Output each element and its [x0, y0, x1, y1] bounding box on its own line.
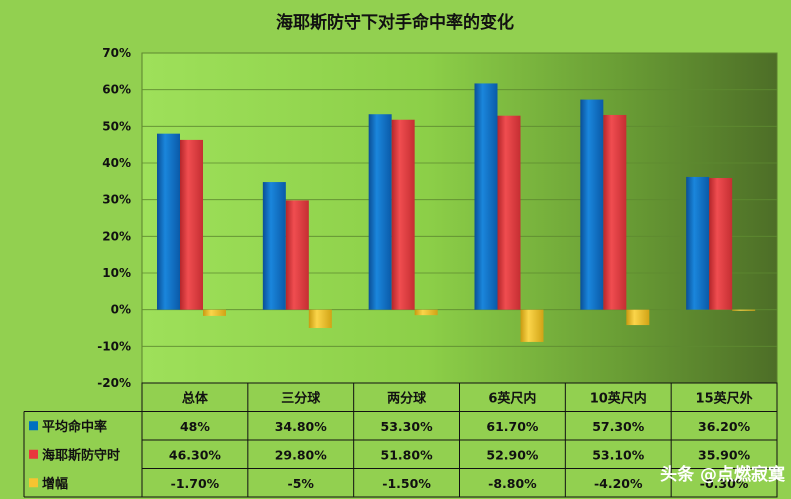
bar-2-3 [391, 119, 415, 310]
y-tick-label: 40% [102, 156, 131, 170]
chart-title: 海耶斯防守下对手命中率的变化 [276, 12, 514, 33]
data-label: -4.20% [594, 476, 643, 491]
data-label: -5% [288, 476, 315, 491]
data-label: -1.50% [382, 476, 431, 491]
data-label: 34.80% [275, 419, 328, 434]
data-label: 29.80% [275, 447, 328, 462]
bar-2-6 [709, 178, 733, 310]
bar-2-1 [180, 139, 203, 310]
bar-2-2 [285, 200, 309, 310]
bar-1-4 [474, 83, 498, 310]
bar-1-5 [580, 99, 604, 310]
bar-1-1 [157, 133, 180, 310]
bar-3-5 [626, 309, 650, 326]
data-label: 57.30% [592, 419, 645, 434]
legend-label: 增幅 [42, 476, 68, 492]
y-tick-label: -20% [97, 376, 131, 390]
bar-2-5 [603, 114, 627, 310]
bar-1-2 [262, 182, 286, 310]
y-tick-label: 0% [111, 303, 131, 317]
x-tick-label: 6英尺内 [488, 390, 536, 406]
data-label: 51.80% [381, 447, 434, 462]
data-label: 35.90% [698, 447, 751, 462]
bar-3-4 [520, 309, 544, 342]
x-tick-label: 总体 [182, 390, 209, 406]
y-tick-label: 10% [102, 266, 131, 280]
data-label: 48% [180, 419, 210, 434]
legend-swatch [29, 478, 38, 488]
y-tick-label: 60% [102, 83, 131, 97]
bar-3-1 [203, 309, 226, 316]
y-axis-tick-labels: 70% 60% 50% 40% 30% 20% 10% 0% -10% -20% [97, 46, 131, 390]
y-tick-label: -10% [97, 339, 131, 353]
legend-label: 海耶斯防守时 [42, 447, 120, 463]
legend-label: 平均命中率 [42, 419, 107, 435]
x-tick-label: 两分球 [387, 390, 427, 406]
data-label: 36.20% [698, 419, 751, 434]
bar-2-4 [497, 115, 521, 310]
y-tick-label: 70% [102, 46, 131, 60]
x-tick-label: 10英尺内 [590, 390, 647, 406]
bar-1-6 [686, 176, 710, 310]
bar-3-2 [308, 309, 332, 328]
y-tick-label: 20% [102, 229, 131, 243]
y-tick-label: 50% [102, 119, 131, 133]
data-label: -8.80% [488, 476, 537, 491]
data-label: -0.30% [700, 476, 749, 491]
data-label: 53.30% [381, 419, 434, 434]
data-label: 61.70% [486, 419, 539, 434]
x-tick-label: 三分球 [281, 390, 321, 406]
data-label: 52.90% [486, 447, 539, 462]
x-tick-label: 15英尺外 [696, 390, 753, 406]
legend-swatch [29, 421, 38, 431]
bar-3-3 [414, 309, 438, 316]
data-label: 46.30% [169, 447, 222, 462]
bar-3-6 [732, 309, 756, 311]
watermark-text: 头条 @点燃寂寞 [660, 464, 786, 485]
bars [157, 83, 756, 342]
bar-1-3 [368, 114, 392, 310]
legend-swatch [29, 449, 38, 459]
data-label: -1.70% [171, 476, 220, 491]
plot-area [141, 52, 778, 384]
y-tick-label: 30% [102, 193, 131, 207]
data-label: 53.10% [592, 447, 645, 462]
